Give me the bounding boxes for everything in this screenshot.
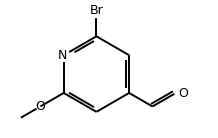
Text: O: O <box>178 87 188 100</box>
Text: O: O <box>35 100 45 113</box>
Text: Br: Br <box>90 4 103 17</box>
Text: N: N <box>58 49 68 62</box>
